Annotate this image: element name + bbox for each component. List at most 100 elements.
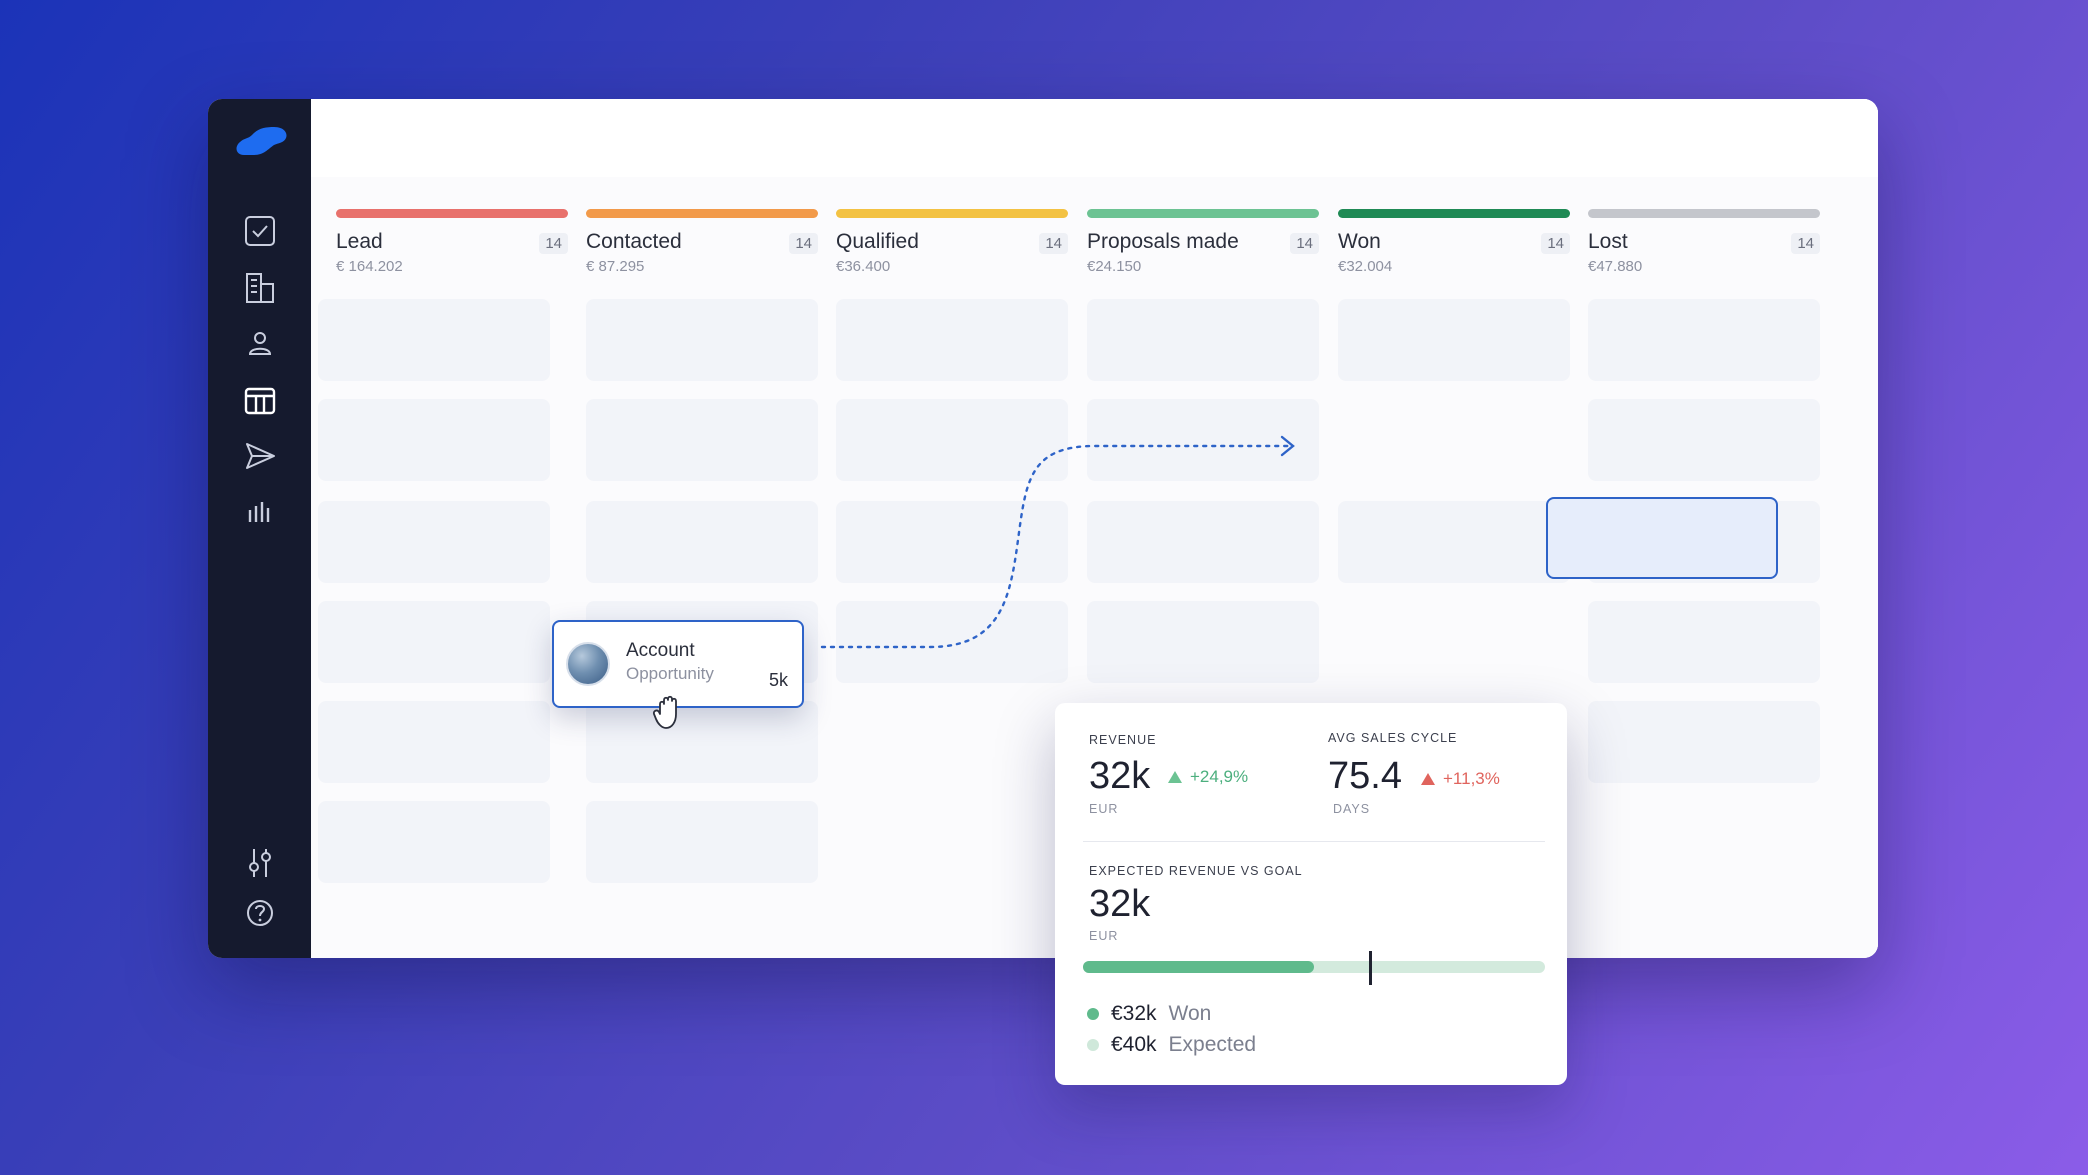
revenue-value: 32k [1089,755,1151,797]
placeholder-card [586,501,818,583]
stage-count-badge: 14 [1039,233,1068,254]
stage-color-bar [1588,209,1820,218]
placeholder-card [318,299,550,381]
stage-lead[interactable]: Lead 14 € 164.202 [336,209,568,275]
help-icon[interactable] [240,893,280,933]
stage-name: Qualified [836,230,919,253]
stage-proposals-made[interactable]: Proposals made 14 €24.150 [1087,209,1319,275]
revenue-change: +24,9% [1168,767,1248,787]
expected-label: EXPECTED REVENUE VS GOAL [1089,864,1303,878]
placeholder-card [836,601,1068,683]
revenue-unit: EUR [1089,802,1119,816]
stage-amount: €32.004 [1338,258,1393,275]
deal-subtitle: Opportunity [626,664,714,683]
stage-contacted[interactable]: Contacted 14 € 87.295 [586,209,818,275]
placeholder-card [836,501,1068,583]
stage-count-badge: 14 [1791,233,1820,254]
stage-lost[interactable]: Lost 14 €47.880 [1588,209,1820,275]
placeholder-card [1588,701,1820,783]
stage-qualified[interactable]: Qualified 14 €36.400 [836,209,1068,275]
up-triangle-icon [1168,771,1182,783]
placeholder-card [586,801,818,883]
stage-color-bar [336,209,568,218]
placeholder-card [1588,399,1820,481]
campaigns-icon[interactable] [240,436,280,476]
won-label: Won [1168,1002,1212,1025]
sidebar [208,99,311,958]
drop-target-card[interactable] [1546,497,1778,579]
stage-amount: €24.150 [1087,258,1142,275]
companies-icon[interactable] [240,268,280,308]
stage-name: Lead [336,230,383,253]
avatar [566,642,610,686]
cycle-change-text: +11,3% [1443,769,1500,788]
stage-name: Won [1338,230,1381,253]
stage-count-badge: 14 [789,233,818,254]
stage-amount: € 164.202 [336,258,403,275]
stats-panel: REVENUE 32k +24,9% EUR AVG SALES CYCLE 7… [1055,703,1567,1085]
stage-count-badge: 14 [1541,233,1570,254]
stage-count-badge: 14 [539,233,568,254]
expected-dot-icon [1087,1039,1099,1051]
stage-amount: €36.400 [836,258,891,275]
placeholder-card [836,399,1068,481]
placeholder-card [1338,501,1570,583]
settings-sliders-icon[interactable] [240,843,280,883]
placeholder-card [1588,299,1820,381]
top-bar [311,99,1878,177]
deals-board-icon[interactable] [240,381,280,421]
placeholder-card [1588,601,1820,683]
stage-name: Proposals made [1087,230,1239,253]
divider [1083,841,1545,842]
goal-progress-bar [1083,951,1545,985]
expected-amount: €40k [1111,1033,1157,1056]
placeholder-card [1087,501,1319,583]
placeholder-card [836,299,1068,381]
goal-marker [1369,951,1373,985]
logo-icon[interactable] [234,125,288,159]
deal-value: 5k [768,670,788,690]
stage-amount: € 87.295 [586,258,645,275]
revenue-label: REVENUE [1089,733,1157,747]
stage-name: Contacted [586,230,682,253]
stage-color-bar [836,209,1068,218]
stage-won[interactable]: Won 14 €32.004 [1338,209,1570,275]
stage-color-bar [1087,209,1319,218]
cycle-value: 75.4 [1328,755,1402,797]
legend-expected: €40k Expected [1087,1033,1256,1057]
expected-value: 32k [1089,883,1151,925]
stage-count-badge: 14 [1290,233,1319,254]
reports-icon[interactable] [240,492,280,532]
cycle-unit: DAYS [1333,802,1371,816]
placeholder-card [318,701,550,783]
goal-progress-fill [1083,961,1314,973]
placeholder-card [586,399,818,481]
deal-title: Account [626,640,695,661]
won-dot-icon [1087,1008,1099,1020]
won-value: €32k [1111,1002,1157,1025]
placeholder-card [1338,299,1570,381]
dragged-deal-card[interactable]: Account Opportunity 5k [552,620,804,708]
tasks-icon[interactable] [240,211,280,251]
stage-color-bar [1338,209,1570,218]
contacts-icon[interactable] [240,324,280,364]
placeholder-card [318,501,550,583]
grab-hand-icon [652,695,677,729]
app-window: Lead 14 € 164.202 Contacted 14 € 87.295 Qu… [208,99,1878,958]
placeholder-card [318,801,550,883]
placeholder-card [318,399,550,481]
up-triangle-icon [1421,773,1435,785]
placeholder-card [586,299,818,381]
legend-won: €32k Won [1087,1002,1211,1026]
cycle-label: AVG SALES CYCLE [1328,731,1458,745]
stage-color-bar [586,209,818,218]
placeholder-card [1087,399,1319,481]
placeholder-card [1087,601,1319,683]
revenue-change-text: +24,9% [1190,767,1249,786]
expected-unit: EUR [1089,929,1119,943]
placeholder-card [1087,299,1319,381]
cycle-change: +11,3% [1421,769,1500,789]
placeholder-card [318,601,550,683]
stage-name: Lost [1588,230,1628,253]
expected-label-text: Expected [1168,1033,1257,1056]
